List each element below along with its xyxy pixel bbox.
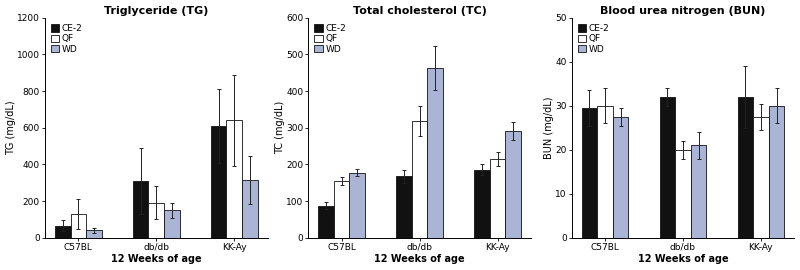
X-axis label: 12 Weeks of age: 12 Weeks of age: [374, 254, 465, 264]
Bar: [738, 97, 753, 238]
Y-axis label: BUN (mg/dL): BUN (mg/dL): [544, 96, 554, 159]
Bar: [613, 117, 629, 238]
Title: Blood urea nitrogen (BUN): Blood urea nitrogen (BUN): [600, 6, 766, 16]
X-axis label: 12 Weeks of age: 12 Weeks of age: [111, 254, 202, 264]
Title: Total cholesterol (TC): Total cholesterol (TC): [353, 6, 486, 16]
Bar: [474, 170, 490, 238]
Title: Triglyceride (TG): Triglyceride (TG): [104, 6, 209, 16]
X-axis label: 12 Weeks of age: 12 Weeks of age: [638, 254, 728, 264]
Bar: [350, 173, 365, 238]
Y-axis label: TC (mg/dL): TC (mg/dL): [274, 101, 285, 154]
Legend: CE-2, QF, WD: CE-2, QF, WD: [576, 22, 611, 56]
Bar: [242, 180, 258, 238]
Bar: [769, 106, 784, 238]
Bar: [70, 214, 86, 238]
Bar: [318, 205, 334, 238]
Bar: [211, 126, 226, 238]
Bar: [55, 226, 70, 238]
Bar: [675, 150, 690, 238]
Bar: [598, 106, 613, 238]
Bar: [412, 121, 427, 238]
Bar: [582, 108, 598, 238]
Bar: [396, 176, 412, 238]
Bar: [86, 231, 102, 238]
Bar: [427, 68, 443, 238]
Bar: [506, 131, 521, 238]
Legend: CE-2, QF, WD: CE-2, QF, WD: [50, 22, 85, 56]
Legend: CE-2, QF, WD: CE-2, QF, WD: [313, 22, 348, 56]
Bar: [334, 181, 350, 238]
Bar: [690, 145, 706, 238]
Bar: [490, 159, 506, 238]
Bar: [226, 120, 242, 238]
Bar: [133, 181, 149, 238]
Bar: [660, 97, 675, 238]
Y-axis label: TG (mg/dL): TG (mg/dL): [6, 100, 15, 155]
Bar: [164, 210, 180, 238]
Bar: [149, 203, 164, 238]
Bar: [753, 117, 769, 238]
